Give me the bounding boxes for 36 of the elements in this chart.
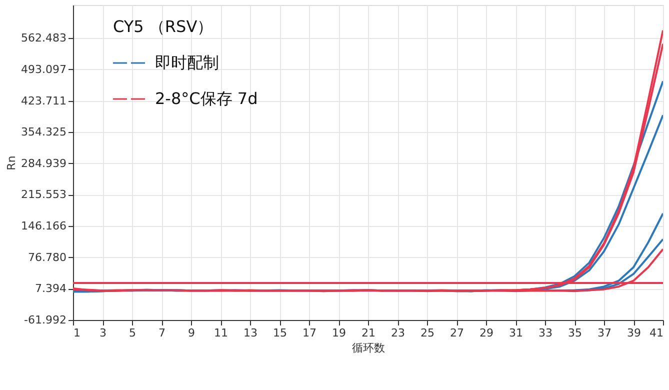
legend-label: 2-8°C保存 7d [155,89,258,108]
x-tick-label: 11 [214,326,228,340]
x-tick-label: 19 [332,326,346,340]
y-tick-label: 562.483 [21,32,66,45]
x-tick-label: 33 [538,326,552,340]
x-tick-label: 27 [450,326,464,340]
x-tick-label: 21 [362,326,376,340]
x-tick-label: 15 [273,326,287,340]
y-tick-label: 215.553 [21,188,66,202]
x-tick-label: 31 [509,326,523,340]
legend-title: CY5 （RSV） [113,17,214,36]
x-tick-label: 17 [302,326,316,340]
x-tick-label: 1 [74,326,80,340]
y-axis-title: Rn [5,156,18,170]
x-axis-title: 循环数 [352,342,385,354]
x-tick-label: 37 [598,326,612,340]
y-tick-label: 146.166 [21,220,66,233]
x-tick-label: 23 [391,326,405,340]
y-tick-label: 76.780 [28,250,66,264]
y-tick-label: 493.097 [21,62,66,76]
y-tick-label: 7.394 [35,282,66,296]
x-tick-label: 3 [100,326,106,340]
y-tick-label: -61.992 [24,314,66,326]
x-tick-label: 39 [627,326,641,340]
x-tick-label: 41 [650,326,664,340]
y-tick-label: 423.711 [21,94,66,108]
x-tick-label: 25 [420,326,434,340]
x-tick-label: 35 [568,326,582,340]
x-tick-label: 13 [244,326,258,340]
y-tick-label: 354.325 [21,126,66,139]
x-tick-label: 29 [480,326,494,340]
x-tick-label: 7 [158,326,166,340]
y-tick-label: 284.939 [21,156,66,170]
x-tick-label: 5 [129,326,136,340]
x-tick-label: 9 [188,326,195,340]
legend-label: 即时配制 [155,53,219,72]
